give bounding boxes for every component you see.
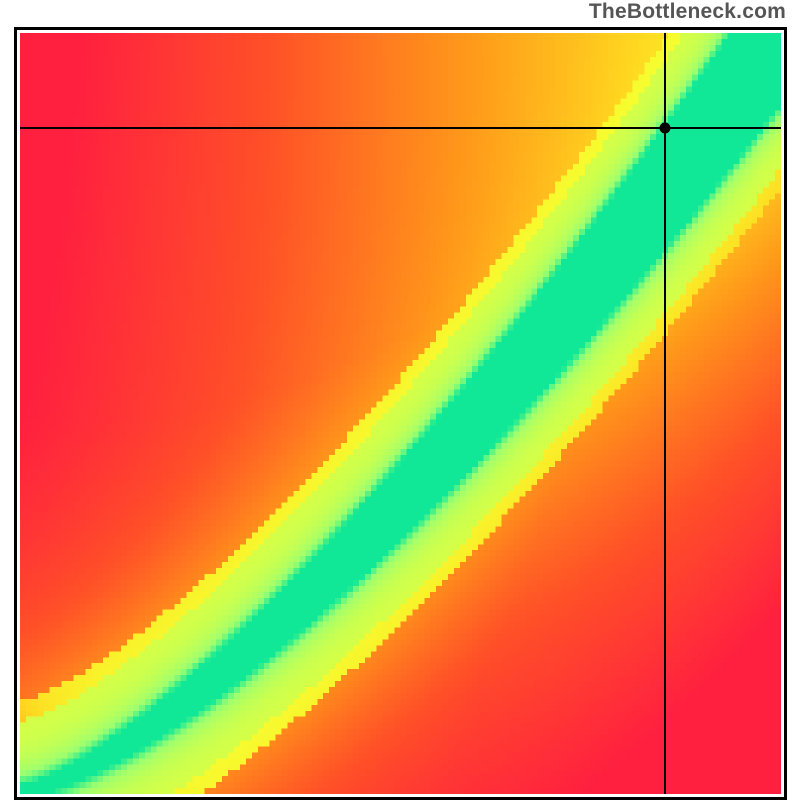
chart-container: TheBottleneck.com	[0, 0, 800, 800]
watermark-text: TheBottleneck.com	[589, 0, 786, 24]
crosshair-marker	[660, 123, 671, 134]
plot-frame	[14, 27, 787, 800]
plot-area	[20, 33, 781, 794]
crosshair-vertical	[664, 33, 666, 794]
heatmap-canvas	[20, 33, 781, 794]
